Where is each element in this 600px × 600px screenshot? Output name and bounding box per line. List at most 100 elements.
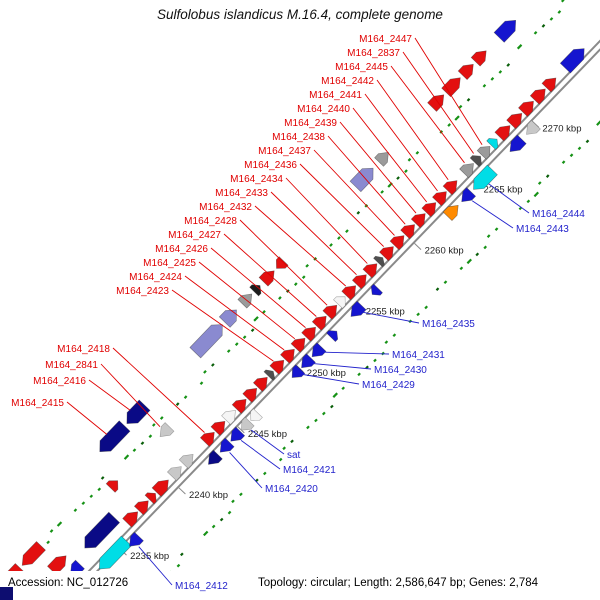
gene-arrow-g08[interactable]	[122, 511, 139, 528]
gene-label-M164_2433[interactable]: M164_2433	[215, 188, 268, 199]
gene-arrow-g09[interactable]	[133, 500, 149, 516]
gene-arrow-g66[interactable]	[208, 449, 223, 465]
gene-label-M164_2432[interactable]: M164_2432	[199, 202, 252, 213]
gene-arrow-g23[interactable]	[290, 337, 306, 353]
gene-label-M164_2440[interactable]: M164_2440	[297, 104, 350, 115]
gene-arrow-g33[interactable]	[389, 235, 405, 251]
gene-arrow-g74[interactable]	[326, 330, 339, 343]
gene-arrow-g75[interactable]	[350, 300, 367, 317]
gene-label-M164_2431[interactable]: M164_2431	[392, 350, 445, 361]
gene-label-M164_2837[interactable]: M164_2837	[347, 48, 400, 59]
gene-arrow-g60[interactable]	[374, 151, 389, 167]
gene-arrow-g25[interactable]	[311, 315, 327, 331]
gene-label-M164_2424[interactable]: M164_2424	[129, 272, 182, 283]
gene-arrow-g73[interactable]	[311, 342, 327, 358]
gene-arrow-g12[interactable]	[166, 466, 182, 482]
gene-arrow-g26[interactable]	[322, 304, 338, 320]
gene-arrow-g31[interactable]	[373, 255, 385, 268]
gene-arrow-g72[interactable]	[301, 353, 316, 369]
gene-arrow-g52[interactable]	[126, 399, 151, 424]
gene-label-M164_2423[interactable]: M164_2423	[116, 286, 169, 297]
gene-arrow-g47[interactable]	[541, 77, 557, 93]
gene-arrow-g57[interactable]	[258, 270, 275, 287]
gene-arrow-g06[interactable]	[98, 535, 132, 570]
gene-label-M164_2421[interactable]: M164_2421	[283, 465, 336, 476]
gene-label-M164_2426[interactable]: M164_2426	[155, 244, 208, 255]
gene-arrow-g48[interactable]	[559, 48, 585, 74]
gene-arrow-g59[interactable]	[349, 167, 374, 193]
gene-label-sat[interactable]: sat	[287, 450, 301, 461]
gene-label-M164_2436[interactable]: M164_2436	[244, 160, 297, 171]
gene-arrow-g49[interactable]	[105, 480, 119, 493]
gene-label-M164_2418[interactable]: M164_2418	[57, 344, 110, 355]
gene-arrow-g58[interactable]	[275, 256, 289, 269]
gene-label-M164_2430[interactable]: M164_2430	[374, 365, 427, 376]
gene-arrow-g61[interactable]	[427, 94, 445, 112]
gene-arrow-g29[interactable]	[351, 274, 367, 290]
gene-label-M164_2439[interactable]: M164_2439	[284, 118, 337, 129]
gene-arrow-g68[interactable]	[230, 426, 246, 442]
gene-arrow-g78[interactable]	[461, 187, 477, 203]
gene-label-M164_2416[interactable]: M164_2416	[33, 376, 86, 387]
gene-label-M164_2428[interactable]: M164_2428	[184, 216, 237, 227]
gene-arrow-g27[interactable]	[333, 296, 346, 309]
gene-arrow-g67[interactable]	[219, 437, 235, 453]
gene-arrow-g28[interactable]	[341, 285, 357, 301]
gene-arrow-g19[interactable]	[252, 376, 268, 392]
gene-arrow-g50[interactable]	[159, 422, 175, 438]
gene-arrow-g17[interactable]	[231, 398, 247, 414]
gene-arrow-g40[interactable]	[469, 155, 482, 168]
gene-arrow-g16[interactable]	[221, 409, 236, 425]
gene-arrow-g13[interactable]	[178, 453, 194, 469]
gene-arrow-g21[interactable]	[269, 359, 285, 375]
gene-arrow-g53[interactable]	[189, 324, 223, 359]
gene-label-M164_2429[interactable]: M164_2429	[362, 380, 415, 391]
gene-arrow-g46[interactable]	[529, 88, 546, 105]
gene-arrow-g35[interactable]	[410, 213, 426, 229]
gene-arrow-g64[interactable]	[470, 50, 487, 67]
gene-label-M164_2412[interactable]: M164_2412	[175, 581, 228, 592]
gene-label-M164_2441[interactable]: M164_2441	[309, 90, 362, 101]
gene-arrow-g69[interactable]	[241, 416, 255, 431]
gene-arrow-g45[interactable]	[518, 100, 534, 117]
gene-arrow-g20[interactable]	[263, 369, 276, 381]
gene-arrow-g37[interactable]	[432, 191, 447, 207]
gene-label-M164_2445[interactable]: M164_2445	[335, 62, 388, 73]
gene-arrow-g65[interactable]	[493, 19, 517, 43]
gene-arrow-g24[interactable]	[301, 326, 316, 342]
gene-arrow-g80[interactable]	[509, 134, 527, 152]
gene-arrow-g55[interactable]	[237, 293, 253, 309]
gene-label-M164_2442[interactable]: M164_2442	[321, 76, 374, 87]
gene-arrow-g38[interactable]	[442, 180, 458, 196]
gene-arrow-g81[interactable]	[526, 119, 541, 135]
gene-arrow-g34[interactable]	[400, 224, 415, 240]
gene-arrow-g42[interactable]	[486, 138, 499, 150]
gene-label-M164_2444[interactable]: M164_2444	[532, 209, 585, 220]
gene-label-M164_2443[interactable]: M164_2443	[516, 224, 569, 235]
gene-arrow-g32[interactable]	[379, 246, 394, 262]
gene-arrow-g63[interactable]	[457, 63, 474, 81]
gene-label-M164_2438[interactable]: M164_2438	[272, 132, 325, 143]
gene-arrow-g79[interactable]	[473, 164, 498, 190]
gene-arrow-g76[interactable]	[370, 283, 383, 296]
gene-arrow-g44[interactable]	[506, 113, 523, 130]
gene-arrow-g01[interactable]	[21, 541, 46, 566]
gene-label-M164_2415[interactable]: M164_2415	[11, 398, 64, 409]
gene-arrow-g51[interactable]	[99, 420, 131, 453]
gene-arrow-g18[interactable]	[242, 387, 258, 403]
gene-arrow-g15[interactable]	[210, 420, 226, 436]
gene-label-M164_2420[interactable]: M164_2420	[265, 484, 318, 495]
gene-arrow-g41[interactable]	[476, 146, 491, 160]
gene-arrow-g70[interactable]	[250, 408, 263, 421]
gene-arrow-g14[interactable]	[199, 431, 215, 447]
gene-label-M164_2425[interactable]: M164_2425	[143, 258, 196, 269]
gene-label-M164_2434[interactable]: M164_2434	[230, 174, 283, 185]
gene-label-M164_2435[interactable]: M164_2435	[422, 319, 475, 330]
gene-arrow-g11[interactable]	[151, 479, 169, 497]
gene-arrow-g43[interactable]	[494, 125, 511, 142]
gene-arrow-g30[interactable]	[362, 263, 378, 279]
gene-arrow-g07[interactable]	[129, 531, 144, 547]
gene-arrow-g10[interactable]	[144, 492, 157, 505]
gene-arrow-g05[interactable]	[84, 511, 121, 549]
